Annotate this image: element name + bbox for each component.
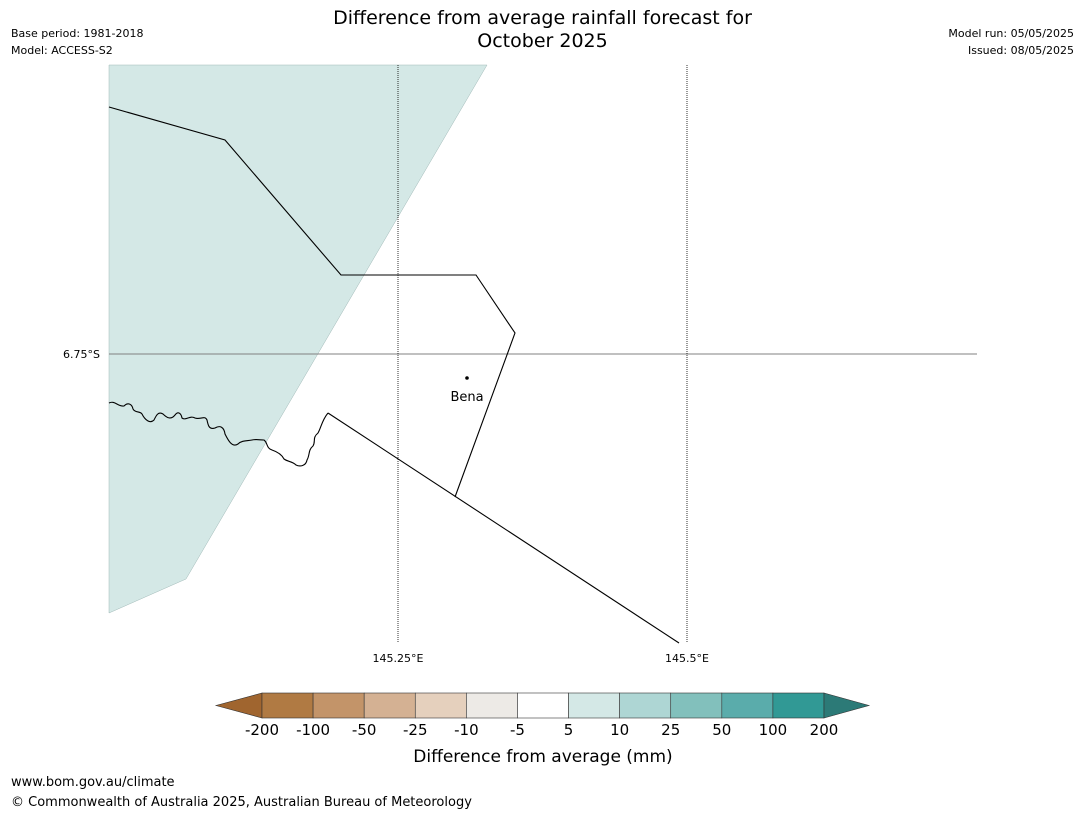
colorbar-tick-label: -100 <box>296 721 330 739</box>
colorbar-box <box>772 692 825 719</box>
colorbar-label: Difference from average (mm) <box>413 747 672 767</box>
lat-label: 6.75°S <box>63 348 100 361</box>
province-boundary <box>108 106 516 498</box>
colorbar-tick-label: 5 <box>564 721 574 739</box>
title-line-1: Difference from average rainfall forecas… <box>333 7 752 29</box>
colorbar-box <box>670 692 723 719</box>
colorbar-tick-label: -25 <box>403 721 428 739</box>
issued-date: Issued: 08/05/2025 <box>967 44 1074 57</box>
colorbar-box <box>721 692 774 719</box>
footer-copyright: © Commonwealth of Australia 2025, Austra… <box>11 795 472 810</box>
colorbar-box <box>619 692 672 719</box>
province-boundary-south <box>327 412 680 644</box>
river-boundary <box>108 401 329 467</box>
base-period: Base period: 1981-2018 <box>11 27 144 40</box>
colorbar-extend-low <box>214 692 263 719</box>
title-line-2: October 2025 <box>477 30 608 52</box>
colorbar-box <box>414 692 467 719</box>
colorbar-box <box>363 692 416 719</box>
colorbar-tick-label: -10 <box>454 721 479 739</box>
colorbar-tick-label: -50 <box>352 721 377 739</box>
colorbar-tick-label: 100 <box>759 721 788 739</box>
colorbar-tick-label: 50 <box>712 721 731 739</box>
model-name: Model: ACCESS-S2 <box>11 44 113 57</box>
colorbar-box <box>568 692 620 719</box>
bena-marker <box>465 376 469 380</box>
colorbar: -200 -100 -50 -25 -10 -5 5 10 25 50 100 200 <box>214 692 871 739</box>
bena-label: Bena <box>450 390 483 405</box>
footer-url: www.bom.gov.au/climate <box>11 775 175 790</box>
meta-left: Base period: 1981-2018 Model: ACCESS-S2 <box>11 25 143 59</box>
colorbar-box <box>466 692 518 719</box>
colorbar-box <box>517 692 569 719</box>
map-title: Difference from average rainfall forecas… <box>0 7 1085 53</box>
colorbar-tick-label: 10 <box>610 721 629 739</box>
forecast-region <box>108 64 488 614</box>
colorbar-extend-high <box>823 692 871 719</box>
colorbar-tick-label: -5 <box>510 721 525 739</box>
colorbar-tick-label: -200 <box>245 721 279 739</box>
colorbar-tick-label: 200 <box>810 721 839 739</box>
colorbar-box <box>261 692 314 719</box>
colorbar-tick-label: 25 <box>661 721 680 739</box>
meta-right: Model run: 05/05/2025 Issued: 08/05/2025 <box>948 25 1074 59</box>
colorbar-box <box>312 692 365 719</box>
lon-label-145-5: 145.5°E <box>665 652 709 665</box>
model-run: Model run: 05/05/2025 <box>948 27 1074 40</box>
lon-label-145-25: 145.25°E <box>373 652 424 665</box>
